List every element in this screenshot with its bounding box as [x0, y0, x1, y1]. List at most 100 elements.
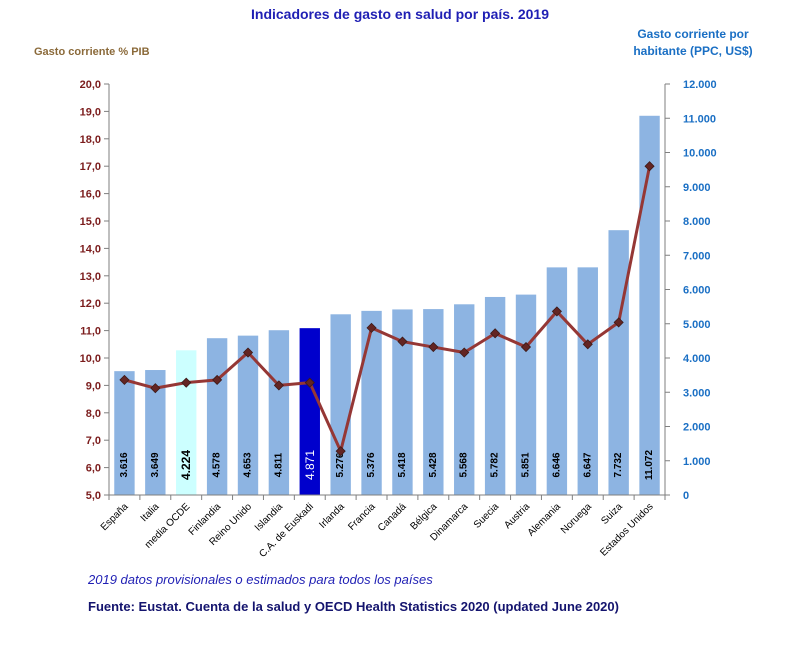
right-axis-title: Gasto corriente por habitante (PPC, US$)	[618, 26, 768, 60]
x-tick-label: Estados Unidos	[598, 501, 655, 558]
left-tick-label: 8,0	[86, 408, 101, 420]
right-tick-label: 12.000	[683, 79, 717, 91]
bar-value-label: 4.224	[179, 450, 193, 480]
footnote: 2019 datos provisionales o estimados par…	[88, 572, 433, 587]
line-point	[304, 377, 315, 388]
x-tick-label: Canadá	[376, 501, 409, 534]
left-tick-label: 20,0	[80, 79, 101, 91]
line-point	[181, 377, 192, 388]
plot-area	[109, 84, 665, 495]
right-axis-title-line2: habitante (PPC, US$)	[633, 44, 753, 58]
bar-value-label: 5.851	[521, 452, 532, 477]
bar-value-label: 3.616	[119, 452, 130, 477]
bar	[484, 296, 506, 495]
x-tick-label: Suiza	[599, 501, 625, 527]
x-tick-label: Francia	[346, 501, 378, 533]
line-point	[119, 374, 130, 385]
bar-value-label: 7.732	[613, 452, 624, 477]
bar-value-label: 6.646	[551, 452, 562, 477]
left-tick-label: 17,0	[80, 161, 101, 173]
bar-value-label: 6.647	[582, 452, 593, 477]
x-tick-label: España	[99, 501, 131, 533]
bar-value-label: 4.871	[303, 450, 317, 480]
bar-value-label: 5.376	[366, 452, 377, 477]
x-tick-label: Suecia	[472, 501, 502, 531]
line-point	[520, 341, 532, 353]
left-tick-label: 9,0	[86, 380, 101, 392]
right-tick-label: 1.000	[683, 456, 711, 468]
x-tick-label: Italia	[139, 501, 162, 524]
bar-value-label: 3.649	[150, 452, 161, 477]
line-point	[397, 336, 408, 347]
chart-title: Indicadores de gasto en salud por país. …	[251, 6, 549, 22]
bar	[577, 267, 598, 495]
bar	[639, 115, 660, 495]
right-tick-label: 9.000	[683, 182, 711, 194]
line-point	[613, 317, 624, 328]
right-tick-label: 11.000	[683, 113, 716, 125]
bar	[546, 267, 568, 495]
line-point	[150, 383, 161, 394]
bar-value-label: 5.782	[490, 452, 501, 477]
left-tick-label: 11,0	[80, 326, 101, 338]
bar	[299, 328, 320, 495]
right-tick-label: 2.000	[683, 422, 711, 434]
right-tick-label: 4.000	[683, 353, 711, 365]
left-tick-label: 16,0	[80, 189, 101, 201]
bar	[361, 310, 382, 495]
right-tick-label: 10.000	[683, 148, 717, 160]
gasto-pib-line	[124, 165, 652, 453]
bar	[176, 350, 197, 495]
line-point	[242, 347, 254, 358]
bar	[330, 314, 351, 495]
bar	[392, 309, 413, 495]
bar-value-label: 5.276	[335, 452, 346, 477]
left-tick-label: 13,0	[80, 271, 101, 283]
x-tick-label: Alemania	[526, 501, 564, 539]
bar-value-label: 5.428	[428, 452, 439, 477]
x-tick-label: Noruega	[559, 501, 594, 536]
bar	[268, 330, 290, 495]
line-point	[335, 446, 346, 457]
left-axis-title: Gasto corriente % PIB	[34, 46, 150, 58]
bar-value-label: 5.418	[397, 452, 408, 477]
bar-value-label: 5.568	[459, 452, 470, 477]
left-tick-label: 6,0	[86, 463, 101, 475]
left-tick-label: 15,0	[80, 216, 101, 228]
bar-value-label: 4.578	[212, 452, 223, 477]
left-tick-label: 10,0	[80, 353, 101, 365]
bar	[114, 371, 135, 495]
line-point	[551, 306, 562, 317]
bar	[237, 335, 259, 495]
left-tick-label: 19,0	[80, 106, 101, 118]
line-point	[366, 322, 377, 333]
x-tick-label: C.A. de Euskadi	[257, 501, 315, 559]
line-point	[428, 341, 439, 353]
x-tick-label: Austria	[502, 501, 532, 531]
right-tick-label: 0	[683, 490, 689, 502]
line-point	[273, 380, 284, 391]
x-tick-label: Irlanda	[317, 501, 347, 531]
line-point	[644, 161, 655, 172]
bar-value-label: 4.811	[273, 452, 284, 477]
left-tick-label: 12,0	[80, 298, 101, 310]
bar	[145, 370, 166, 495]
left-tick-label: 7,0	[86, 435, 101, 447]
left-tick-label: 14,0	[80, 243, 101, 255]
line-point	[459, 347, 470, 358]
right-tick-label: 3.000	[683, 387, 711, 399]
left-tick-label: 18,0	[80, 134, 101, 146]
line-point	[212, 374, 223, 385]
right-tick-label: 7.000	[683, 250, 711, 262]
right-tick-label: 5.000	[683, 319, 711, 331]
line-point	[582, 339, 593, 350]
source-text: Fuente: Eustat. Cuenta de la salud y OEC…	[88, 599, 619, 614]
line-point	[490, 328, 501, 339]
bar-value-label: 4.653	[243, 452, 254, 477]
right-tick-label: 8.000	[683, 216, 711, 228]
bar	[423, 309, 444, 495]
right-tick-label: 6.000	[683, 285, 711, 297]
left-tick-label: 5,0	[86, 490, 101, 502]
right-axis-title-line1: Gasto corriente por	[637, 27, 749, 41]
